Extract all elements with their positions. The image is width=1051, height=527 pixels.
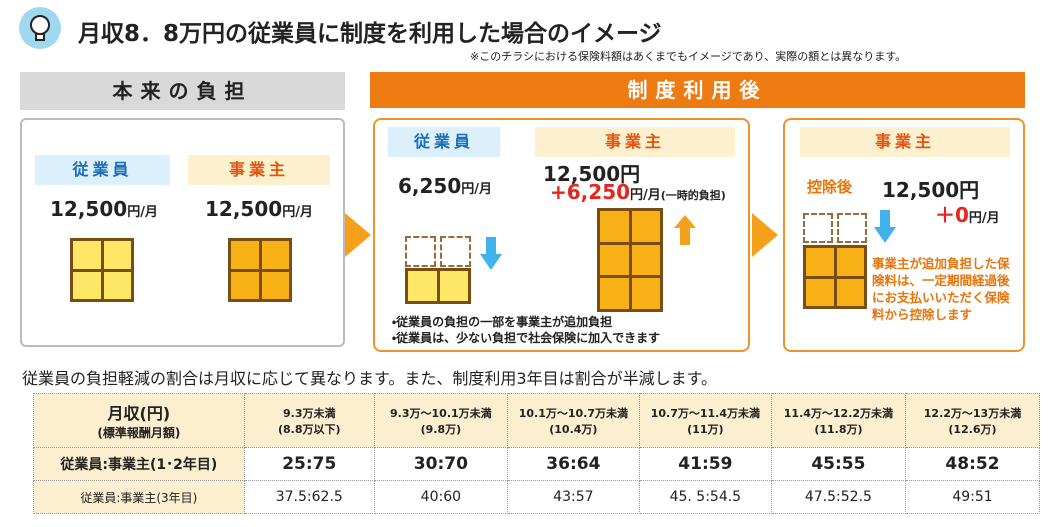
table-cell: 従業員:事業主(1･2年目) [33,447,245,481]
table-cell: 47.5:52.5 [770,480,906,514]
table-row: 従業員:事業主(3年目) 37.5:62.5 40:60 43:57 45. 5:54.… [33,480,1041,514]
amount: 6,250円/月 [398,174,492,198]
header-text: (12.6万) [948,422,997,436]
header-text: 月収(円) [107,404,171,423]
header-text: (9.8万) [420,422,462,436]
amount-value: 6,250 [398,174,462,198]
before-panel [20,118,345,347]
amount-value: 12,500 [205,197,283,221]
unit: 円/月 [127,205,158,220]
amount-value: 12,500円 [882,178,980,202]
table-cell: 45. 5:54.5 [638,480,772,514]
amount: 12,500円/月 [50,197,158,221]
unit: 円/月 [968,211,1000,226]
extra: ＋0 [935,203,969,227]
deduction-panel [783,118,1025,352]
header-text: 10.1万～10.7万未満 [518,406,628,420]
header-text: 9.3万～10.1万未満 [390,406,492,420]
header-cell: 10.7万～11.4万未満 (11万) [638,393,772,448]
removed-panes [803,213,867,243]
header-cell: 9.3万未満 (8.8万以下) [243,393,375,448]
table-cell: 37.5:62.5 [243,480,375,514]
header-cell: 11.4万～12.2万未満 (11.8万) [770,393,906,448]
window-icon [405,268,471,304]
after-header: 制度利用後 [370,72,1025,108]
bullet: ・従業員の負担の一部を事業主が追加負担 [392,315,613,329]
table-cell: 従業員:事業主(3年目) [33,480,245,514]
amount-value: 12,500 [50,197,128,221]
amount-value: 12,500円 [543,162,641,186]
header-cell: 月収(円) (標準報酬月額) [33,393,245,448]
label: 事業主 [535,127,735,157]
header-text: (標準報酬月額) [97,426,181,440]
bullets: ・従業員の負担の一部を事業主が追加負担・従業員は、少ない負担で社会保険に加入でき… [392,314,660,346]
bulb-icon [19,7,61,49]
label: 従業員 [388,127,500,157]
bullet: ・従業員は、少ない負担で社会保険に加入できます [392,331,661,345]
ratio-table: 月収(円) (標準報酬月額) 9.3万未満 (8.8万以下) 9.3万～10.1万未満 (… [33,393,1041,514]
tag: 控除後 [807,178,853,196]
header-text: (11.8万) [814,422,863,436]
window-icon [803,245,867,309]
header-text: (8.8万以下) [277,422,341,436]
table-cell: 36:64 [506,447,640,481]
unit: 円/月 [630,188,661,203]
down-arrow [874,210,896,243]
amount: ＋0円/月 [935,199,1000,228]
window-icon [228,238,292,302]
title: 月収8．8万円の従業員に制度を利用した場合のイメージ [78,21,662,47]
header-text: 12.2万～13万未満 [923,406,1022,420]
header-text: 9.3万未満 [283,406,336,420]
table-cell: 30:70 [373,447,508,481]
header-cell: 9.3万～10.1万未満 (9.8万) [373,393,508,448]
arrow [752,213,778,257]
label: 事業主 [800,127,1010,157]
arrow [345,213,371,257]
amount: +6,250円/月(一時的負担) [550,180,726,204]
unit: 円/月 [461,182,493,197]
temp-note: (一時的負担) [660,189,726,202]
before-header: 本来の負担 [20,72,345,110]
deduction-note: 事業主が追加負担した保険料は、一定期間経過後にお支払いいただく保険料から控除しま… [872,256,1010,322]
header-text: (10.4万) [549,422,598,436]
summary: 従業員の負担軽減の割合は月収に応じて異なります。また、制度利用3年目は割合が半減… [22,369,717,388]
header-row: 月収(円) (標準報酬月額) 9.3万未満 (8.8万以下) 9.3万～10.1万未満 (… [33,393,1041,448]
note: ※このチラシにおける保険料額はあくまでもイメージであり、実際の額とは異なります。 [470,50,907,63]
down-arrow [480,237,502,270]
unit: 円/月 [282,205,313,220]
header-cell: 12.2万～13万未満 (12.6万) [904,393,1041,448]
table-cell: 40:60 [373,480,508,514]
table-cell: 43:57 [506,480,640,514]
table-row: 従業員:事業主(1･2年目) 25:75 30:70 36:64 41:59 45:55 4… [33,447,1041,481]
extra: +6,250 [550,180,631,204]
header-cell: 10.1万～10.7万未満 (10.4万) [506,393,640,448]
window-icon [597,208,663,312]
removed-panes [405,236,471,267]
after-panel [373,118,750,352]
up-arrow [674,215,696,245]
table-cell: 45:55 [770,447,906,481]
table-cell: 49:51 [904,480,1041,514]
header-text: (11万) [687,422,724,436]
table-cell: 48:52 [904,447,1041,481]
window-icon [70,238,134,302]
table-cell: 41:59 [638,447,772,481]
header-text: 11.4万～12.2万未満 [783,406,894,420]
label: 従業員 [35,155,170,185]
amount: 12,500円/月 [205,197,313,221]
table-cell: 25:75 [243,447,375,481]
label: 事業主 [188,155,330,185]
header-text: 10.7万～11.4万未満 [650,406,760,420]
